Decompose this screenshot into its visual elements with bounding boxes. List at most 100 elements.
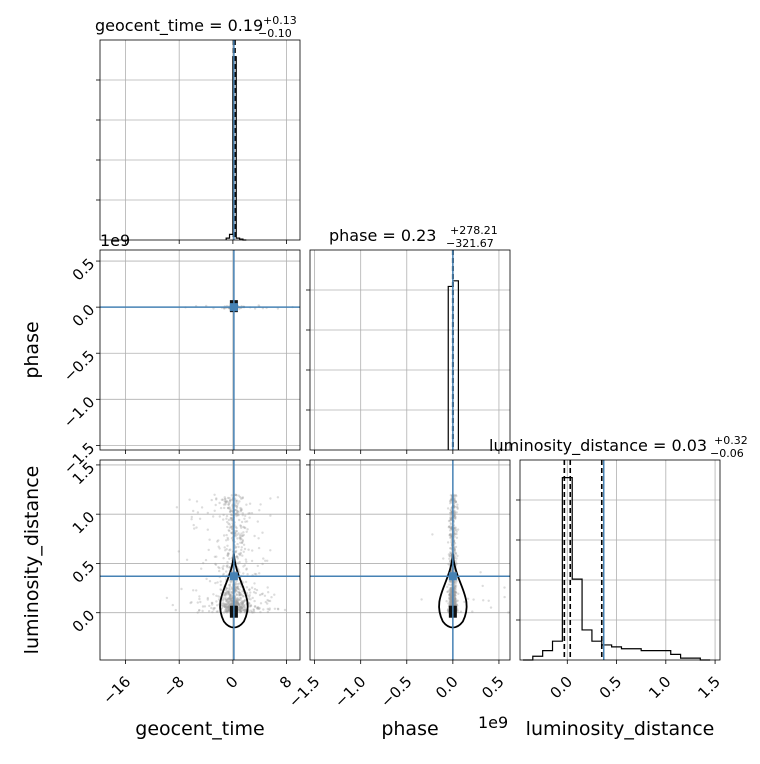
scatter-point-phase-vs-luminosity_distance — [445, 600, 448, 603]
scatter-point-phase-vs-luminosity_distance — [450, 528, 453, 531]
scatter-point-geocent_time-vs-luminosity_distance — [226, 606, 229, 609]
scatter-point-phase-vs-luminosity_distance — [449, 508, 452, 512]
scatter-point-phase-vs-luminosity_distance — [453, 593, 457, 597]
scatter-point-phase-vs-luminosity_distance — [453, 548, 456, 551]
scatter-point-geocent_time-vs-luminosity_distance — [248, 588, 251, 592]
scatter-point-geocent_time-vs-luminosity_distance — [264, 559, 267, 562]
scatter-point-phase-vs-luminosity_distance — [449, 526, 452, 530]
scatter-point-geocent_time-vs-luminosity_distance — [276, 607, 280, 610]
scatter-point-geocent_time-vs-luminosity_distance — [222, 503, 226, 506]
scatter-point-geocent_time-vs-luminosity_distance — [222, 572, 225, 576]
scatter-point-geocent_time-vs-luminosity_distance — [244, 599, 247, 602]
scatter-point-geocent_time-vs-luminosity_distance — [229, 531, 233, 534]
scatter-point-geocent_time-vs-luminosity_distance — [241, 538, 244, 542]
scatter-point-phase-vs-luminosity_distance — [454, 515, 457, 518]
scatter-point-geocent_time-vs-luminosity_distance — [222, 513, 225, 517]
scatter-point-geocent_time-vs-phase — [223, 307, 226, 310]
scatter-point-phase-vs-luminosity_distance — [453, 598, 456, 601]
scatter-point-geocent_time-vs-luminosity_distance — [237, 594, 240, 597]
scatter-point-phase-vs-luminosity_distance — [449, 597, 452, 600]
scatter-point-phase-vs-luminosity_distance — [449, 517, 452, 520]
scatter-point-phase-vs-luminosity_distance — [449, 527, 453, 530]
title-geocent-time: geocent_time = 0.19 — [95, 16, 263, 36]
scatter-point-geocent_time-vs-luminosity_distance — [258, 572, 261, 575]
scatter-point-phase-vs-luminosity_distance — [450, 509, 453, 512]
scatter-point-geocent_time-vs-luminosity_distance — [223, 605, 226, 608]
scatter-point-geocent_time-vs-luminosity_distance — [238, 606, 242, 609]
scatter-point-phase-vs-luminosity_distance — [455, 494, 458, 498]
scatter-point-phase-vs-luminosity_distance — [449, 596, 453, 599]
scatter-point-geocent_time-vs-luminosity_distance — [244, 608, 247, 612]
scatter-point-geocent_time-vs-luminosity_distance — [234, 600, 238, 604]
scatter-point-phase-vs-luminosity_distance — [455, 530, 458, 533]
scatter-point-phase-vs-luminosity_distance — [453, 584, 457, 587]
scatter-point-geocent_time-vs-luminosity_distance — [236, 509, 239, 513]
scatter-point-geocent_time-vs-luminosity_distance — [229, 498, 232, 502]
scatter-point-geocent_time-vs-luminosity_distance — [248, 594, 251, 597]
scatter-point-phase-vs-luminosity_distance — [450, 601, 453, 604]
scatter-point-geocent_time-vs-luminosity_distance — [234, 587, 238, 590]
scatter-point-phase-vs-luminosity_distance — [450, 570, 453, 573]
scatter-point-geocent_time-vs-luminosity_distance — [238, 582, 241, 585]
scatter-point-geocent_time-vs-luminosity_distance — [234, 599, 237, 602]
scatter-point-geocent_time-vs-luminosity_distance — [229, 581, 232, 584]
y-tick-label-luminosity_distance: 1.0 — [69, 508, 99, 538]
scatter-point-phase-vs-luminosity_distance — [454, 584, 458, 588]
scatter-point-phase-vs-luminosity_distance — [453, 542, 457, 545]
scatter-point-geocent_time-vs-luminosity_distance — [196, 601, 199, 604]
scatter-point-geocent_time-vs-phase — [276, 307, 280, 310]
scatter-point-phase-vs-luminosity_distance — [471, 610, 474, 613]
scatter-point-geocent_time-vs-luminosity_distance — [236, 602, 239, 605]
scatter-point-geocent_time-vs-luminosity_distance — [236, 587, 240, 590]
panel-frames — [99, 39, 721, 661]
scatter-point-geocent_time-vs-luminosity_distance — [238, 553, 242, 557]
scatter-point-geocent_time-vs-luminosity_distance — [254, 605, 257, 608]
scatter-point-geocent_time-vs-luminosity_distance — [238, 592, 241, 595]
scatter-point-geocent_time-vs-luminosity_distance — [241, 602, 244, 606]
scatter-point-phase-vs-luminosity_distance — [448, 587, 452, 590]
x-axis-label-luminosity-distance: luminosity_distance — [526, 718, 715, 740]
scatter-point-geocent_time-vs-luminosity_distance — [234, 546, 237, 549]
scatter-point-phase-vs-luminosity_distance — [453, 550, 456, 553]
scatter-point-geocent_time-vs-luminosity_distance — [239, 508, 242, 512]
scatter-point-geocent_time-vs-luminosity_distance — [223, 506, 226, 510]
scatter-point-phase-vs-luminosity_distance — [454, 516, 457, 519]
scatter-point-geocent_time-vs-luminosity_distance — [235, 555, 238, 558]
scatter-point-geocent_time-vs-luminosity_distance — [228, 583, 231, 587]
scatter-point-geocent_time-vs-luminosity_distance — [231, 602, 234, 605]
scatter-point-geocent_time-vs-luminosity_distance — [248, 595, 251, 599]
scatter-point-geocent_time-vs-luminosity_distance — [198, 609, 201, 612]
scatter-point-geocent_time-vs-luminosity_distance — [211, 601, 214, 605]
scatter-point-geocent_time-vs-luminosity_distance — [238, 608, 242, 612]
scatter-point-geocent_time-vs-luminosity_distance — [218, 566, 221, 570]
scatter-point-geocent_time-vs-luminosity_distance — [255, 588, 259, 592]
scatter-point-geocent_time-vs-luminosity_distance — [165, 596, 169, 600]
scatter-point-geocent_time-vs-luminosity_distance — [252, 609, 255, 612]
scatter-point-phase-vs-luminosity_distance — [448, 603, 452, 606]
scatter-point-geocent_time-vs-luminosity_distance — [238, 560, 241, 564]
scatter-point-geocent_time-vs-luminosity_distance — [235, 555, 238, 559]
scatter-point-geocent_time-vs-luminosity_distance — [196, 611, 199, 614]
scatter-point-geocent_time-vs-luminosity_distance — [208, 604, 211, 608]
offset-text-distance-x: 1e9 — [478, 713, 508, 732]
scatter-point-geocent_time-vs-luminosity_distance — [237, 552, 241, 556]
truth-marker-geocent_time-vs-luminosity_distance — [229, 572, 238, 581]
scatter-point-phase-vs-luminosity_distance — [454, 597, 457, 600]
scatter-point-geocent_time-vs-luminosity_distance — [228, 500, 231, 503]
scatter-point-geocent_time-vs-luminosity_distance — [234, 603, 238, 606]
scatter-point-phase-vs-luminosity_distance — [450, 590, 453, 593]
scatter-point-geocent_time-vs-luminosity_distance — [244, 599, 247, 602]
scatter-point-geocent_time-vs-luminosity_distance — [223, 593, 226, 597]
scatter-point-geocent_time-vs-luminosity_distance — [242, 609, 245, 612]
scatter-point-geocent_time-vs-luminosity_distance — [253, 587, 257, 591]
scatter-point-geocent_time-vs-luminosity_distance — [190, 601, 193, 604]
scatter-point-geocent_time-vs-luminosity_distance — [234, 513, 237, 516]
scatter-point-phase-vs-luminosity_distance — [453, 555, 457, 558]
scatter-point-geocent_time-vs-luminosity_distance — [236, 533, 239, 536]
scatter-point-geocent_time-vs-luminosity_distance — [225, 499, 228, 503]
scatter-point-phase-vs-luminosity_distance — [446, 585, 449, 589]
scatter-point-geocent_time-vs-luminosity_distance — [237, 602, 240, 605]
scatter-point-geocent_time-vs-luminosity_distance — [210, 601, 214, 605]
scatter-point-geocent_time-vs-luminosity_distance — [231, 603, 234, 606]
grid-lines — [100, 40, 720, 660]
